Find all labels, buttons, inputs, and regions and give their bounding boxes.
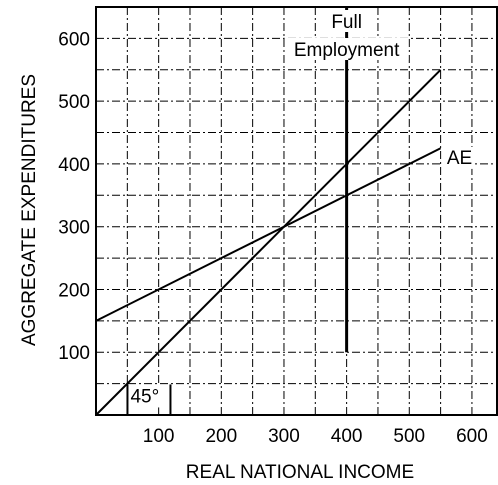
ae-series-label: AE	[447, 148, 472, 169]
angle-label-bg	[126, 385, 169, 408]
full-employment-label: Full	[331, 12, 362, 33]
angle-45-label: 45°	[130, 386, 159, 407]
y-tick-label: 500	[58, 92, 90, 113]
full-employment-label-bg	[322, 10, 371, 32]
x-tick-label: 200	[205, 426, 237, 447]
y-tick-label: 200	[58, 280, 90, 301]
frame-layer	[95, 6, 498, 416]
full-employment-label: Employment	[294, 40, 400, 61]
full-employment-label-bg	[284, 38, 409, 60]
y-tick-label: 100	[58, 343, 90, 364]
x-axis-title: REAL NATIONAL INCOME	[186, 462, 414, 483]
series-line-ae	[95, 147, 442, 322]
x-tick-label: 100	[143, 426, 175, 447]
y-tick-label: 600	[58, 29, 90, 50]
x-tick-label: 400	[331, 426, 363, 447]
annotation-layer: Full Employment AE 45°	[126, 7, 475, 415]
x-tick-label: 500	[393, 426, 425, 447]
y-tick-label: 300	[58, 218, 90, 239]
grid-layer	[96, 7, 497, 415]
tick-layer: 100 200 300 400 500 600 100 200 300 400 500 600	[58, 29, 487, 447]
y-tick-label: 400	[58, 155, 90, 176]
x-tick-label: 600	[456, 426, 488, 447]
series-line-45-degree	[95, 69, 442, 416]
ae-label-bg	[442, 146, 475, 169]
axis-title-layer: REAL NATIONAL INCOME AGGREGATE EXPENDITU…	[19, 74, 414, 483]
series-layer	[95, 69, 442, 416]
plot-frame	[95, 6, 498, 416]
x-tick-label: 300	[268, 426, 300, 447]
y-axis-title: AGGREGATE EXPENDITURES	[19, 74, 40, 346]
